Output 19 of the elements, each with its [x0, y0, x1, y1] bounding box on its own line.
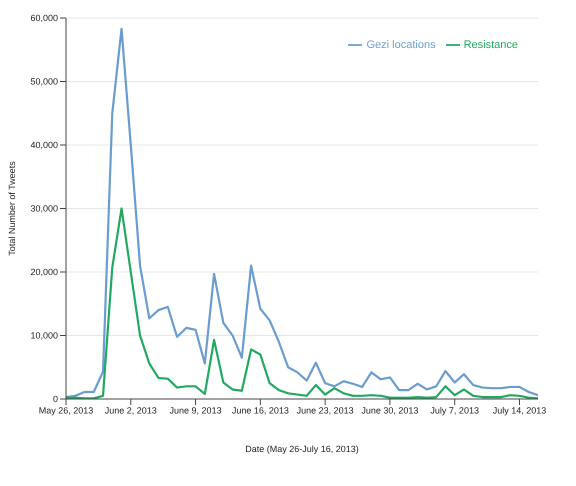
- y-axis-title: Total Number of Tweets: [7, 160, 18, 256]
- legend-label: Gezi locations: [366, 38, 436, 51]
- legend-label: Resistance: [464, 38, 518, 51]
- x-axis-title: Date (May 26-July 16, 2013): [245, 444, 359, 454]
- x-tick-label: June 23, 2013: [296, 405, 354, 416]
- x-tick-label: July 14, 2013: [492, 405, 546, 416]
- y-tick-label: 30,000: [30, 204, 58, 214]
- y-tick-label: 20,000: [30, 267, 58, 278]
- x-tick-label: May 26, 2013: [38, 405, 94, 416]
- y-tick-label: 0: [52, 394, 58, 404]
- y-tick-label: 40,000: [30, 140, 58, 150]
- y-tick-label: 50,000: [30, 76, 58, 87]
- x-tick-label: July 7, 2013: [430, 405, 479, 416]
- y-tick-label: 60,000: [30, 13, 58, 24]
- y-tick-label: 10,000: [30, 330, 58, 341]
- x-tick-label: June 2, 2013: [104, 405, 157, 416]
- x-tick-label: June 9, 2013: [170, 405, 222, 416]
- x-tick-label: June 16, 2013: [232, 405, 289, 416]
- x-tick-label: June 30, 2013: [361, 405, 418, 416]
